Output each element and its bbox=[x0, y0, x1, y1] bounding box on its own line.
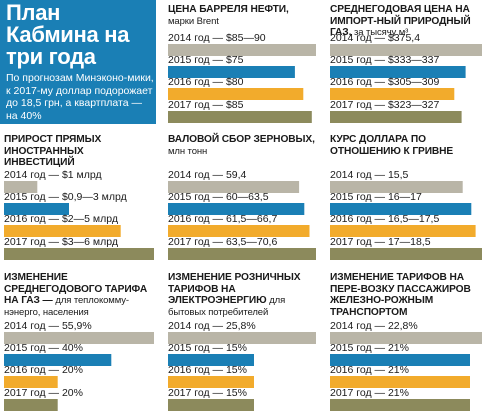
bar-2016 bbox=[330, 88, 455, 100]
bar-2014 bbox=[330, 181, 463, 193]
bar-2015 bbox=[330, 354, 470, 366]
bar-label-2017: 2017 год — 17—18,5 bbox=[330, 236, 431, 248]
bar-label-2017: 2017 год — 63,5—70,6 bbox=[168, 236, 277, 248]
bar-2015 bbox=[4, 354, 112, 366]
chart-subtitle: для бытовых потребителей bbox=[168, 295, 286, 318]
bar-2015 bbox=[330, 203, 472, 215]
bar-label-2016: 2016 год — $305—309 bbox=[330, 76, 439, 88]
bar-2014 bbox=[4, 181, 38, 193]
bar-2015 bbox=[330, 66, 466, 78]
chart-title-text: Изменение тарифов на пере-возку пассажир… bbox=[330, 272, 471, 318]
bar-2014 bbox=[168, 44, 316, 56]
bar-2016 bbox=[330, 225, 476, 237]
bar-label-2015: 2015 год — $333—337 bbox=[330, 54, 439, 66]
bar-2016 bbox=[168, 88, 304, 100]
chart-title-text: Изменение среднегодового тарифа на газ — bbox=[4, 272, 148, 306]
bar-label-2017: 2017 год — $85 bbox=[168, 99, 244, 111]
bar-label-2016: 2016 год — 21% bbox=[330, 364, 409, 376]
chart-title: Цена барреля нефти, марки Brent bbox=[168, 4, 316, 27]
chart-subtitle: для теплокомму-нэнерго, населения bbox=[4, 295, 129, 318]
bar-label-2017: 2017 год — 20% bbox=[4, 387, 83, 399]
chart-title-text: Валовой сбор зерновых, bbox=[168, 134, 315, 145]
chart-subtitle: марки Brent bbox=[168, 15, 219, 27]
chart-svg: 2014 год — 25,8% 2015 год — 15% 2016 год —… bbox=[168, 320, 316, 411]
bar-2017 bbox=[168, 111, 312, 123]
chart-title: Среднегодовая цена на импорт-ный природн… bbox=[330, 4, 482, 39]
bar-2014 bbox=[330, 44, 482, 56]
bar-label-2016: 2016 год — 16,5—17,5 bbox=[330, 213, 439, 225]
bar-2017 bbox=[330, 399, 470, 411]
bar-label-2017: 2017 год — $323—327 bbox=[330, 99, 439, 111]
chart-title-text: Прирост прямых иностранных инвестиций bbox=[4, 134, 102, 168]
bar-label-2014: 2014 год — $85—90 bbox=[168, 32, 266, 44]
bar-2017 bbox=[330, 248, 482, 260]
chart-svg: 2014 год — 59,4 2015 год — 60—63,5 2016 го… bbox=[168, 169, 316, 260]
bar-label-2017: 2017 год — 15% bbox=[168, 387, 247, 399]
chart-svg: 2014 год — $1 млрд 2015 год — $0,9—3 млрд… bbox=[4, 169, 154, 260]
bar-label-2016: 2016 год — 20% bbox=[4, 364, 83, 376]
bar-label-2015: 2015 год — $0,9—3 млрд bbox=[4, 191, 127, 203]
bar-label-2014: 2014 год — 15,5 bbox=[330, 169, 409, 181]
bar-2017 bbox=[4, 399, 58, 411]
chart-title: Валовой сбор зерновых, млн тонн bbox=[168, 134, 316, 157]
bar-2016 bbox=[168, 225, 310, 237]
chart-title: Прирост прямых иностранных инвестиций bbox=[4, 134, 154, 169]
bar-2014 bbox=[330, 332, 482, 344]
bar-2015 bbox=[4, 203, 69, 215]
chart-title: Курс доллара по отношению к гривне bbox=[330, 134, 482, 157]
bar-label-2015: 2015 год — 16—17 bbox=[330, 191, 422, 203]
hero-title: План Кабмина на три года bbox=[6, 0, 130, 69]
chart-subtitle: млн тонн bbox=[168, 145, 208, 157]
chart-svg: 2014 год — 15,5 2015 год — 16—17 2016 год … bbox=[330, 169, 482, 260]
bar-2015 bbox=[168, 66, 295, 78]
hero-box: План Кабмина на три года По прогнозам Ми… bbox=[0, 0, 156, 124]
bar-2014 bbox=[168, 332, 316, 344]
bar-2014 bbox=[168, 181, 300, 193]
hero-subtitle: По прогнозам Минэконо-мики, к 2017-му до… bbox=[6, 72, 154, 122]
bar-2017 bbox=[168, 248, 316, 260]
bar-label-2016: 2016 год — $2—5 млрд bbox=[4, 213, 118, 225]
bar-label-2014: 2014 год — 22,8% bbox=[330, 320, 418, 332]
bar-label-2014: 2014 год — $375,4 bbox=[330, 32, 420, 44]
bar-label-2014: 2014 год — 55,9% bbox=[4, 320, 92, 332]
bar-2016 bbox=[168, 376, 254, 388]
bar-2016 bbox=[4, 376, 58, 388]
bar-label-2015: 2015 год — 15% bbox=[168, 342, 247, 354]
chart-title-text: Среднегодовая цена на импорт-ный природн… bbox=[330, 4, 471, 38]
bar-label-2015: 2015 год — $75 bbox=[168, 54, 244, 66]
bar-2014 bbox=[4, 332, 154, 344]
chart-subtitle: за тысячу м³ bbox=[354, 27, 409, 38]
chart-svg: 2014 год — 22,8% 2015 год — 21% 2016 год —… bbox=[330, 320, 482, 411]
bar-2015 bbox=[168, 354, 254, 366]
bar-2017 bbox=[330, 111, 462, 123]
chart-svg: 2014 год — $85—90 2015 год — $75 2016 год … bbox=[168, 32, 316, 123]
bar-label-2015: 2015 год — 40% bbox=[4, 342, 83, 354]
bar-label-2015: 2015 год — 21% bbox=[330, 342, 409, 354]
chart-title-text: Изменение розничных тарифов на электроэн… bbox=[168, 272, 301, 306]
bar-label-2017: 2017 год — $3—6 млрд bbox=[4, 236, 118, 248]
chart-title-text: Цена барреля нефти, bbox=[168, 4, 289, 15]
chart-title: Изменение тарифов на пере-возку пассажир… bbox=[330, 272, 482, 318]
bar-2016 bbox=[330, 376, 470, 388]
chart-svg: 2014 год — 55,9% 2015 год — 40% 2016 год —… bbox=[4, 320, 154, 411]
bar-2015 bbox=[168, 203, 305, 215]
chart-title: Изменение розничных тарифов на электроэн… bbox=[168, 272, 316, 318]
bar-label-2014: 2014 год — $1 млрд bbox=[4, 169, 102, 181]
bar-label-2016: 2016 год — $80 bbox=[168, 76, 244, 88]
bar-2017 bbox=[4, 248, 154, 260]
chart-svg: 2014 год — $375,4 2015 год — $333—337 2016… bbox=[330, 32, 482, 123]
bar-2016 bbox=[4, 225, 121, 237]
chart-title-text: Курс доллара по отношению к гривне bbox=[330, 134, 454, 157]
bar-2017 bbox=[168, 399, 254, 411]
bar-label-2016: 2016 год — 15% bbox=[168, 364, 247, 376]
bar-label-2014: 2014 год — 59,4 bbox=[168, 169, 247, 181]
chart-title: Изменение среднегодового тарифа на газ —… bbox=[4, 272, 154, 318]
bar-label-2015: 2015 год — 60—63,5 bbox=[168, 191, 269, 203]
bar-label-2017: 2017 год — 21% bbox=[330, 387, 409, 399]
bar-label-2016: 2016 год — 61,5—66,7 bbox=[168, 213, 277, 225]
bar-label-2014: 2014 год — 25,8% bbox=[168, 320, 256, 332]
